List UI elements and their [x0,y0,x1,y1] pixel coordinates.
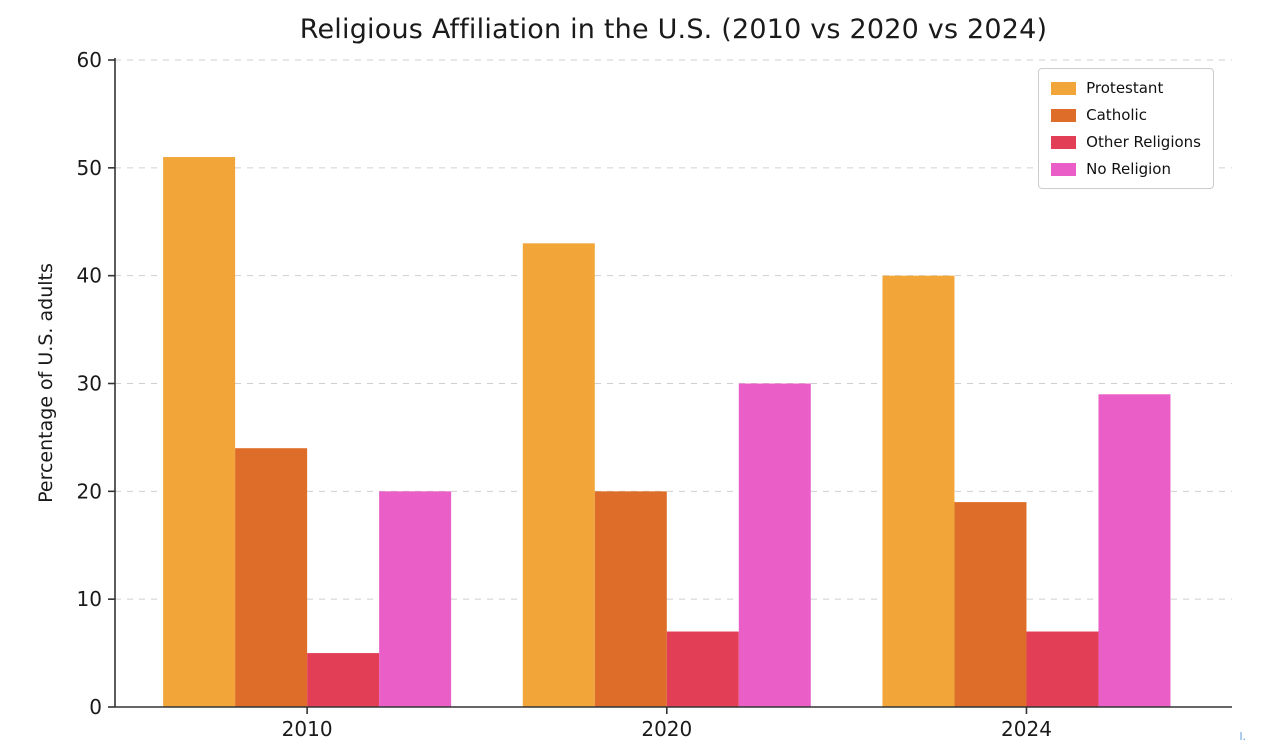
bar-no-religion-2010 [379,491,452,707]
legend-item-other-religions: Other Religions [1051,133,1201,151]
bar-no-religion-2020 [738,383,811,707]
legend-swatch [1051,162,1077,176]
bars [163,157,1171,708]
y-tick-label: 40 [77,264,102,288]
bar-catholic-2010 [235,448,308,707]
x-tick-label: 2020 [641,717,692,741]
legend-label: Protestant [1086,79,1164,97]
bar-no-religion-2024 [1098,394,1171,707]
bar-protestant-2010 [163,157,236,708]
y-axis-label: Percentage of U.S. adults [35,263,57,503]
corner-artifact: l. [1239,730,1246,743]
y-tick-label: 30 [77,372,102,396]
bar-other-religions-2020 [666,631,739,707]
tick-labels: 0 10 20 30 40 50 60 2010 2020 2024 [77,48,1052,741]
legend-label: No Religion [1086,160,1171,178]
tick-marks [108,59,1028,714]
y-tick-label: 0 [89,695,102,719]
legend-swatch [1051,135,1077,149]
x-tick-label: 2010 [282,717,333,741]
y-tick-label: 10 [77,587,102,611]
bar-protestant-2020 [522,243,595,708]
legend-swatch [1051,81,1077,95]
legend-item-no-religion: No Religion [1051,160,1201,178]
legend-label: Catholic [1086,106,1147,124]
bar-catholic-2024 [954,502,1027,707]
y-tick-label: 60 [77,48,102,72]
bar-other-religions-2010 [307,653,380,707]
y-tick-label: 50 [77,156,102,180]
legend-item-catholic: Catholic [1051,106,1201,124]
x-tick-label: 2024 [1001,717,1052,741]
legend-swatch [1051,108,1077,122]
bar-other-religions-2024 [1026,631,1099,707]
bar-catholic-2020 [594,491,667,707]
legend-label: Other Religions [1086,133,1201,151]
chart-title: Religious Affiliation in the U.S. (2010 … [299,14,1048,45]
bar-protestant-2024 [882,275,955,707]
legend-item-protestant: Protestant [1051,79,1201,97]
legend: Protestant Catholic Other Religions No Reli… [1038,68,1214,189]
y-tick-label: 20 [77,479,102,503]
